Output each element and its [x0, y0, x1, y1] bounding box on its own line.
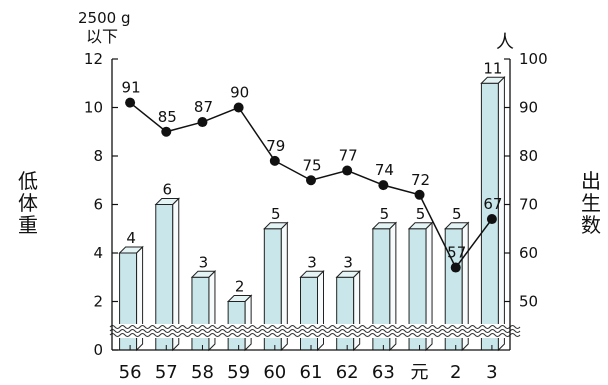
births-point [306, 175, 316, 186]
births-point [161, 126, 172, 137]
right-tick-label: 90 [519, 99, 538, 117]
bar-63 [371, 221, 398, 352]
bar-value-label: 5 [416, 205, 426, 223]
births-value-label: 72 [411, 171, 430, 189]
right-axis-title: 人 [496, 32, 514, 53]
births-value-label: 79 [266, 137, 285, 155]
bar-side [497, 76, 505, 352]
births-point [269, 155, 280, 166]
bar-side [317, 270, 324, 352]
left-tick-label: 10 [84, 99, 103, 117]
x-tick-label: 56 [119, 362, 142, 383]
bar-value-label: 3 [307, 253, 317, 271]
right-side-label: 出生数 [581, 169, 601, 237]
births-value-label: 57 [447, 244, 466, 262]
bar-side [425, 221, 433, 352]
left-side-label: 低体重 [18, 169, 38, 237]
right-tick-label: 70 [519, 196, 538, 214]
left-axis-title-line2: 以下 [86, 27, 118, 46]
bar-61 [299, 270, 325, 352]
x-tick-label: 63 [372, 362, 395, 383]
bar-value-label: 5 [271, 205, 281, 223]
right-tick-label: 60 [519, 244, 538, 262]
break-wave [109, 333, 521, 337]
bar-side [280, 221, 288, 352]
bar-front [336, 276, 355, 351]
bar-side [208, 270, 216, 352]
births-value-label: 77 [339, 147, 358, 165]
right-tick-label: 50 [519, 293, 538, 311]
x-tick-label: 2 [450, 362, 461, 383]
bar-元 [407, 221, 434, 352]
bar-59 [226, 294, 253, 352]
bar-side [172, 197, 180, 352]
births-point [414, 189, 425, 200]
births-value-label: 85 [158, 108, 177, 126]
bar-62 [335, 270, 361, 352]
bar-value-label: 4 [126, 229, 136, 247]
births-value-label: 75 [302, 156, 321, 174]
bar-3 [480, 76, 506, 352]
break-wave [109, 325, 521, 329]
bar-value-label: 3 [199, 253, 209, 271]
left-tick-label: 0 [93, 341, 103, 359]
births-value-label: 91 [122, 79, 141, 97]
bar-value-label: 2 [235, 278, 245, 296]
bar-58 [190, 270, 217, 352]
right-tick-label: 100 [519, 50, 548, 68]
bar-front [300, 276, 318, 351]
births-point [450, 262, 461, 273]
x-tick-label: 60 [263, 362, 286, 383]
left-tick-label: 6 [93, 196, 103, 214]
x-tick-label: 59 [227, 362, 250, 383]
x-tick-label: 3 [486, 362, 497, 383]
births-point [125, 97, 136, 108]
births-point [233, 102, 244, 113]
break-wave [109, 329, 521, 333]
births-point [486, 214, 497, 225]
x-tick-label: 元 [411, 362, 429, 383]
births-value-label: 90 [230, 84, 249, 102]
births-point [342, 165, 353, 176]
bar-front [191, 276, 210, 351]
bar-value-label: 6 [162, 181, 172, 199]
bar-side [389, 221, 397, 352]
left-tick-label: 12 [84, 50, 103, 68]
x-tick-label: 58 [191, 362, 214, 383]
bar-side [461, 221, 469, 352]
left-tick-label: 4 [93, 244, 103, 262]
births-point [378, 180, 389, 191]
left-axis-title-line1: 2500 g [78, 9, 130, 27]
right-tick-label: 80 [519, 147, 538, 165]
x-tick-label: 62 [336, 362, 359, 383]
x-tick-label: 57 [155, 362, 178, 383]
births-value-label: 67 [483, 195, 502, 213]
births-point [197, 117, 208, 128]
bar-2 [444, 221, 470, 352]
bar-value-label: 11 [483, 59, 502, 77]
bar-value-label: 5 [380, 205, 390, 223]
bars-group [118, 76, 506, 352]
axes-group [111, 58, 511, 351]
bar-60 [263, 221, 289, 352]
births-value-label: 74 [375, 161, 394, 179]
axis-break [109, 324, 521, 338]
bar-side [244, 294, 252, 352]
bar-value-label: 5 [452, 205, 462, 223]
bar-side [353, 270, 361, 352]
left-tick-label: 2 [93, 293, 103, 311]
births-line-group [125, 97, 497, 273]
x-tick-label: 61 [300, 362, 323, 383]
left-tick-label: 8 [93, 147, 103, 165]
bar-value-label: 3 [343, 253, 353, 271]
births-value-label: 87 [194, 98, 213, 116]
